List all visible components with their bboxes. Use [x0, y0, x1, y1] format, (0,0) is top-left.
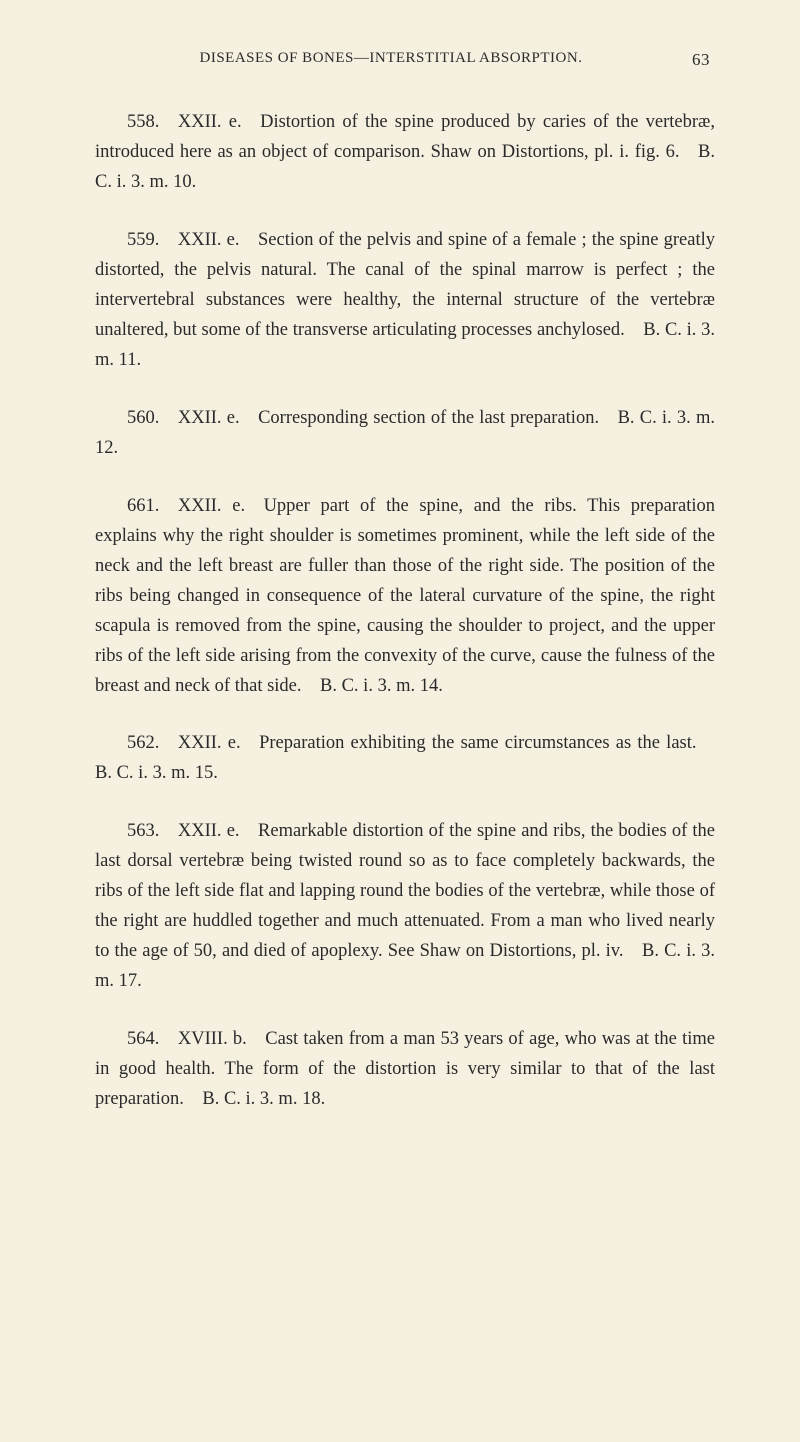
- entry-text: 560. XXII. e. Corresponding section of t…: [95, 408, 715, 458]
- catalog-entry: 558. XXII. e. Distortion of the spine pr…: [95, 108, 715, 198]
- page-number: 63: [692, 50, 710, 70]
- catalog-entry: 562. XXII. e. Preparation exhibiting the…: [95, 729, 715, 789]
- entry-text: 558. XXII. e. Distortion of the spine pr…: [95, 112, 715, 192]
- catalog-entry: 560. XXII. e. Corresponding section of t…: [95, 404, 715, 464]
- catalog-entry: 559. XXII. e. Section of the pelvis and …: [95, 226, 715, 376]
- catalog-entry: 661. XXII. e. Upper part of the spine, a…: [95, 492, 715, 702]
- entry-text: 564. XVIII. b. Cast taken from a man 53 …: [95, 1029, 715, 1109]
- entry-text: 562. XXII. e. Preparation exhibiting the…: [95, 733, 715, 783]
- header-title: DISEASES OF BONES—INTERSTITIAL ABSORPTIO…: [100, 50, 682, 70]
- catalog-entry: 563. XXII. e. Remarkable distortion of t…: [95, 817, 715, 997]
- entry-text: 661. XXII. e. Upper part of the spine, a…: [95, 496, 715, 696]
- entry-text: 559. XXII. e. Section of the pelvis and …: [95, 230, 715, 370]
- page-header: DISEASES OF BONES—INTERSTITIAL ABSORPTIO…: [95, 50, 715, 70]
- entry-text: 563. XXII. e. Remarkable distortion of t…: [95, 821, 715, 991]
- catalog-entry: 564. XVIII. b. Cast taken from a man 53 …: [95, 1025, 715, 1115]
